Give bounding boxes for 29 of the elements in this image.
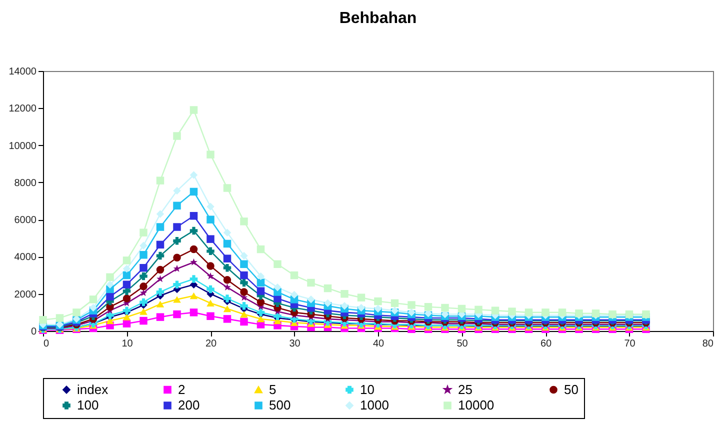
x-tick-label: 30: [289, 338, 301, 350]
x-tick-label: 50: [456, 338, 468, 350]
y-tick-label: 2000: [14, 289, 37, 300]
legend-label: 500: [269, 398, 291, 412]
y-tick-label: 4000: [14, 252, 37, 264]
y-tick-label: 6000: [14, 215, 37, 226]
x-tick-label: 20: [205, 338, 217, 350]
legend-label: 5: [269, 382, 276, 397]
x-tick-label: 0: [44, 338, 50, 350]
legend-label: 100: [77, 398, 99, 412]
y-tick-label: 10000: [8, 140, 37, 152]
x-tick-label: 80: [702, 338, 714, 350]
x-tick-label: 10: [122, 338, 134, 350]
y-tick-label: 0: [30, 326, 37, 338]
y-tick-label: 14000: [8, 66, 37, 78]
legend-label: 50: [564, 382, 578, 397]
legend-label: 25: [458, 382, 472, 397]
chart-title: Behbahan: [339, 10, 417, 27]
x-tick-label: 40: [372, 338, 384, 350]
x-tick-label: 70: [624, 338, 636, 350]
legend-label: 1000: [360, 398, 389, 412]
y-tick-label: 8000: [14, 178, 37, 189]
legend-label: 10000: [458, 398, 494, 412]
x-tick-label: 60: [540, 338, 552, 350]
legend-label: 10: [360, 382, 374, 397]
legend-label: index: [77, 382, 109, 397]
legend-label: 200: [178, 398, 200, 412]
y-tick-label: 12000: [8, 104, 37, 115]
legend-label: 2: [178, 382, 186, 397]
